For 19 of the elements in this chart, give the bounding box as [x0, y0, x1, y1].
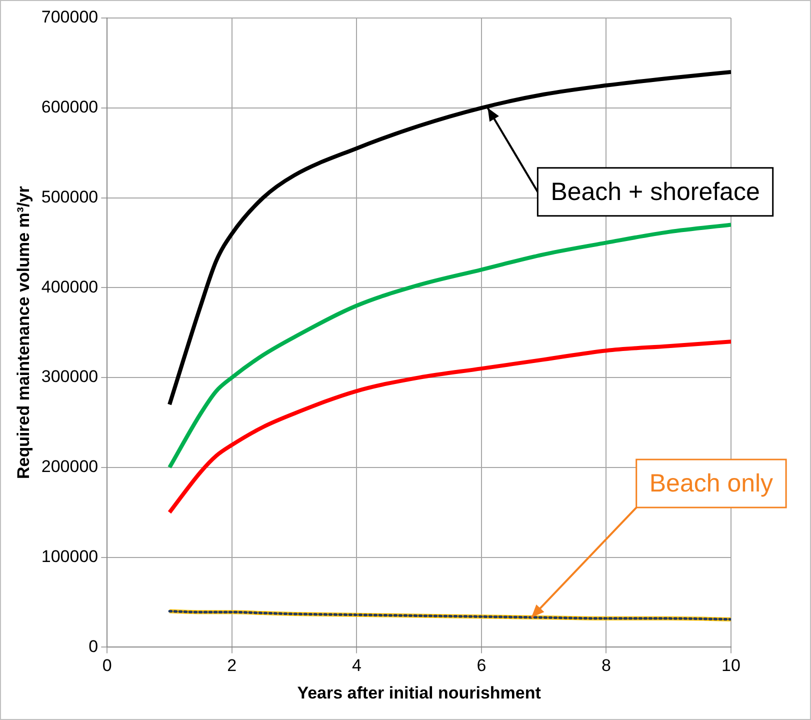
y-tick-label: 300000: [41, 367, 98, 386]
x-tick-label: 6: [476, 656, 486, 676]
line-series: [168, 222, 731, 470]
y-tick-label: 600000: [41, 98, 98, 117]
x-tick-label: 10: [722, 656, 740, 676]
x-tick-label: 4: [352, 656, 362, 676]
y-tick-label: 0: [88, 636, 98, 656]
x-tick-label: 2: [227, 656, 237, 676]
annotation: Beach + shoreface: [550, 178, 760, 206]
x-tick-label: 8: [601, 656, 611, 676]
x-axis-title: Years after initial nourishment: [297, 683, 542, 702]
y-tick-label: 500000: [41, 187, 98, 206]
x-tick-label: 0: [102, 656, 112, 676]
annotation: Beach only: [649, 469, 774, 498]
y-tick-label: 100000: [41, 547, 98, 566]
y-tick-label: 200000: [41, 457, 98, 476]
y-tick-label: 400000: [41, 277, 98, 296]
y-axis-title: Required maintenance volume m³/yr: [14, 186, 33, 480]
y-tick-label: 700000: [41, 8, 98, 27]
